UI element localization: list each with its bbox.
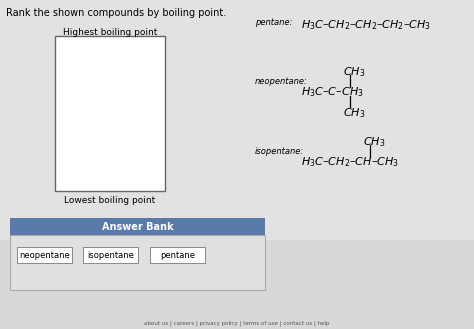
FancyBboxPatch shape — [83, 247, 138, 263]
Text: $CH_3$: $CH_3$ — [363, 135, 385, 149]
Text: about us | careers | privacy policy | terms of use | contact us | help: about us | careers | privacy policy | te… — [144, 320, 330, 325]
FancyBboxPatch shape — [150, 247, 205, 263]
Text: neopentane: neopentane — [19, 250, 70, 260]
Text: $H_3C$–$C$–$CH_3$: $H_3C$–$C$–$CH_3$ — [301, 85, 364, 99]
FancyBboxPatch shape — [10, 218, 265, 235]
Text: $H_3C$–$CH_2$–$CH_2$–$CH_2$–$CH_3$: $H_3C$–$CH_2$–$CH_2$–$CH_2$–$CH_3$ — [301, 18, 431, 32]
FancyBboxPatch shape — [17, 247, 72, 263]
Text: isopentane: isopentane — [87, 250, 134, 260]
Text: $CH_3$: $CH_3$ — [343, 65, 365, 79]
Text: $CH_3$: $CH_3$ — [343, 106, 365, 120]
FancyBboxPatch shape — [0, 0, 474, 240]
Text: Highest boiling point: Highest boiling point — [63, 28, 157, 37]
Text: Answer Bank: Answer Bank — [102, 221, 173, 232]
Text: $H_3C$–$CH_2$–$CH$–$CH_3$: $H_3C$–$CH_2$–$CH$–$CH_3$ — [301, 155, 399, 169]
Text: pentane: pentane — [160, 250, 195, 260]
Text: neopentane:: neopentane: — [255, 77, 308, 86]
Text: pentane:: pentane: — [255, 18, 292, 27]
FancyBboxPatch shape — [10, 235, 265, 290]
Text: Lowest boiling point: Lowest boiling point — [64, 196, 155, 205]
Text: isopentane:: isopentane: — [255, 147, 304, 156]
FancyBboxPatch shape — [55, 36, 165, 191]
Text: Rank the shown compounds by boiling point.: Rank the shown compounds by boiling poin… — [6, 8, 226, 18]
